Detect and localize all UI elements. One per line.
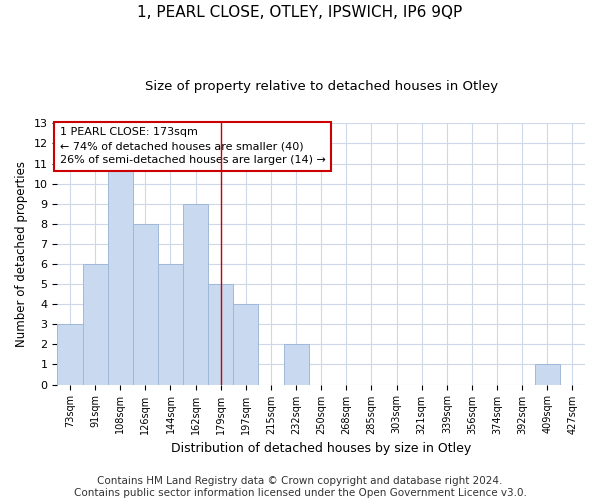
Text: 1, PEARL CLOSE, OTLEY, IPSWICH, IP6 9QP: 1, PEARL CLOSE, OTLEY, IPSWICH, IP6 9QP (137, 5, 463, 20)
Bar (58, 324, 83, 384)
Bar (107, 164, 133, 384)
Bar (158, 264, 183, 384)
Bar (83, 264, 107, 384)
Bar (208, 284, 233, 384)
Bar (133, 224, 158, 384)
Text: Contains HM Land Registry data © Crown copyright and database right 2024.
Contai: Contains HM Land Registry data © Crown c… (74, 476, 526, 498)
Bar (284, 344, 308, 385)
Bar (183, 204, 208, 384)
Y-axis label: Number of detached properties: Number of detached properties (15, 161, 28, 347)
X-axis label: Distribution of detached houses by size in Otley: Distribution of detached houses by size … (171, 442, 472, 455)
Bar (233, 304, 259, 384)
Bar (535, 364, 560, 384)
Title: Size of property relative to detached houses in Otley: Size of property relative to detached ho… (145, 80, 498, 93)
Text: 1 PEARL CLOSE: 173sqm
← 74% of detached houses are smaller (40)
26% of semi-deta: 1 PEARL CLOSE: 173sqm ← 74% of detached … (60, 128, 326, 166)
